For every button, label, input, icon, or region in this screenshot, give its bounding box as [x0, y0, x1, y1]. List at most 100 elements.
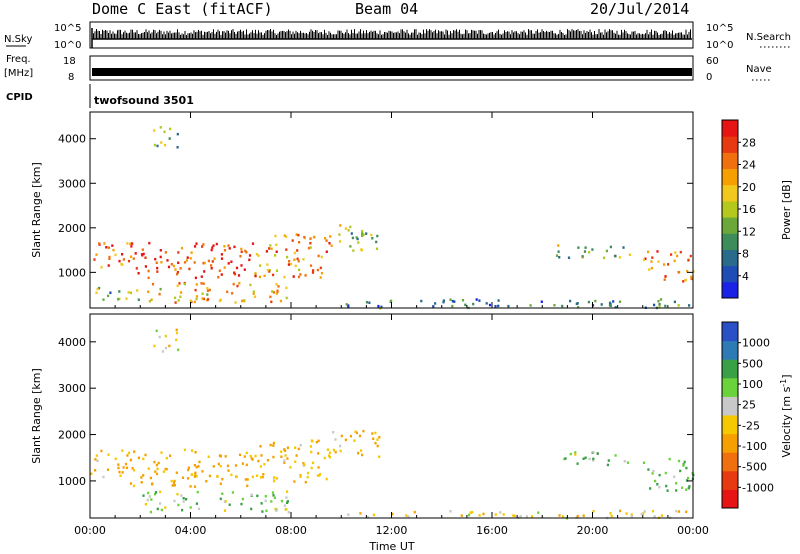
data-pixel — [121, 471, 124, 474]
data-pixel — [240, 250, 243, 254]
data-pixel — [140, 476, 143, 479]
data-pixel — [93, 258, 96, 261]
data-pixel — [682, 280, 685, 283]
data-pixel — [675, 489, 678, 492]
data-pixel — [181, 476, 185, 479]
colorbar-frame — [721, 321, 739, 509]
data-pixel — [252, 290, 255, 293]
data-pixel — [130, 245, 133, 248]
data-pixel — [371, 237, 374, 240]
data-pixel — [275, 283, 278, 286]
data-pixel — [217, 275, 220, 279]
data-pixel — [208, 288, 211, 292]
data-pixel — [176, 146, 179, 149]
data-pixel — [295, 233, 298, 236]
data-pixel — [95, 291, 98, 294]
freq-unit: [MHz] — [4, 68, 33, 79]
data-pixel — [220, 273, 223, 276]
data-pixel — [283, 459, 286, 462]
data-pixel — [362, 233, 365, 236]
data-pixel — [172, 264, 175, 268]
data-pixel — [163, 130, 166, 134]
colorbar-swatch — [722, 136, 738, 153]
data-pixel — [293, 251, 296, 255]
cpid-value: twofsound 3501 — [94, 94, 194, 107]
data-pixel — [131, 242, 134, 245]
data-pixel — [350, 232, 353, 235]
data-pixel — [577, 246, 580, 249]
data-pixel — [682, 463, 685, 466]
data-pixel — [607, 459, 610, 462]
data-pixel — [189, 299, 192, 302]
data-pixel — [175, 328, 178, 332]
data-pixel — [291, 239, 294, 242]
data-pixel — [653, 303, 656, 307]
data-pixel — [302, 258, 305, 261]
data-pixel — [127, 451, 131, 455]
data-pixel — [95, 253, 98, 256]
data-pixel — [103, 242, 106, 245]
data-pixel — [374, 441, 377, 445]
colorbar-swatch — [722, 249, 738, 267]
data-pixel — [622, 246, 625, 249]
data-pixel — [208, 474, 211, 478]
data-pixel — [95, 454, 98, 457]
data-pixel — [182, 497, 185, 500]
data-pixel — [148, 495, 151, 498]
x-tick-label: 08:00 — [275, 524, 307, 537]
data-pixel — [174, 296, 177, 300]
data-pixel — [201, 292, 204, 295]
data-pixel — [275, 477, 279, 480]
data-pixel — [371, 432, 374, 435]
data-pixel — [158, 335, 161, 339]
data-pixel — [194, 245, 197, 248]
data-pixel — [164, 506, 167, 509]
data-pixel — [146, 498, 149, 502]
colorbar-swatch — [722, 152, 738, 170]
data-pixel — [471, 510, 474, 514]
data-pixel — [648, 268, 651, 271]
data-pixel — [234, 301, 237, 304]
data-pixel — [174, 301, 177, 304]
data-pixel — [325, 250, 328, 253]
data-pixel — [244, 249, 247, 253]
data-pixel — [269, 443, 272, 447]
data-pixel — [656, 483, 659, 486]
data-pixel — [241, 497, 244, 501]
data-pixel — [643, 510, 646, 513]
data-pixel — [169, 127, 172, 131]
data-pixel — [625, 512, 628, 515]
data-pixel — [656, 250, 659, 253]
data-pixel — [121, 253, 124, 256]
data-pixel — [623, 460, 626, 463]
data-pixel — [147, 276, 150, 280]
data-pixel — [294, 446, 297, 449]
data-pixel — [275, 269, 279, 272]
data-pixel — [129, 291, 132, 295]
data-pixel — [235, 266, 239, 270]
data-pixel — [223, 509, 227, 512]
data-pixel — [179, 295, 182, 298]
data-pixel — [328, 456, 331, 459]
data-pixel — [150, 483, 154, 486]
data-pixel — [497, 304, 500, 308]
freq-band — [92, 68, 692, 76]
data-pixel — [233, 272, 237, 276]
data-pixel — [685, 466, 688, 470]
data-pixel — [155, 463, 158, 467]
data-pixel — [309, 445, 312, 448]
data-pixel — [261, 510, 264, 513]
data-pixel — [272, 291, 275, 294]
data-pixel — [133, 450, 136, 453]
data-pixel — [577, 306, 580, 309]
colorbar-tick-label: 100 — [742, 378, 763, 391]
data-pixel — [252, 292, 255, 295]
data-pixel — [269, 244, 272, 247]
data-pixel — [160, 141, 163, 144]
data-pixel — [265, 509, 268, 512]
data-pixel — [221, 477, 224, 481]
data-pixel — [287, 511, 290, 514]
data-pixel — [584, 246, 587, 249]
data-pixel — [193, 475, 196, 478]
data-pixel — [668, 457, 671, 461]
